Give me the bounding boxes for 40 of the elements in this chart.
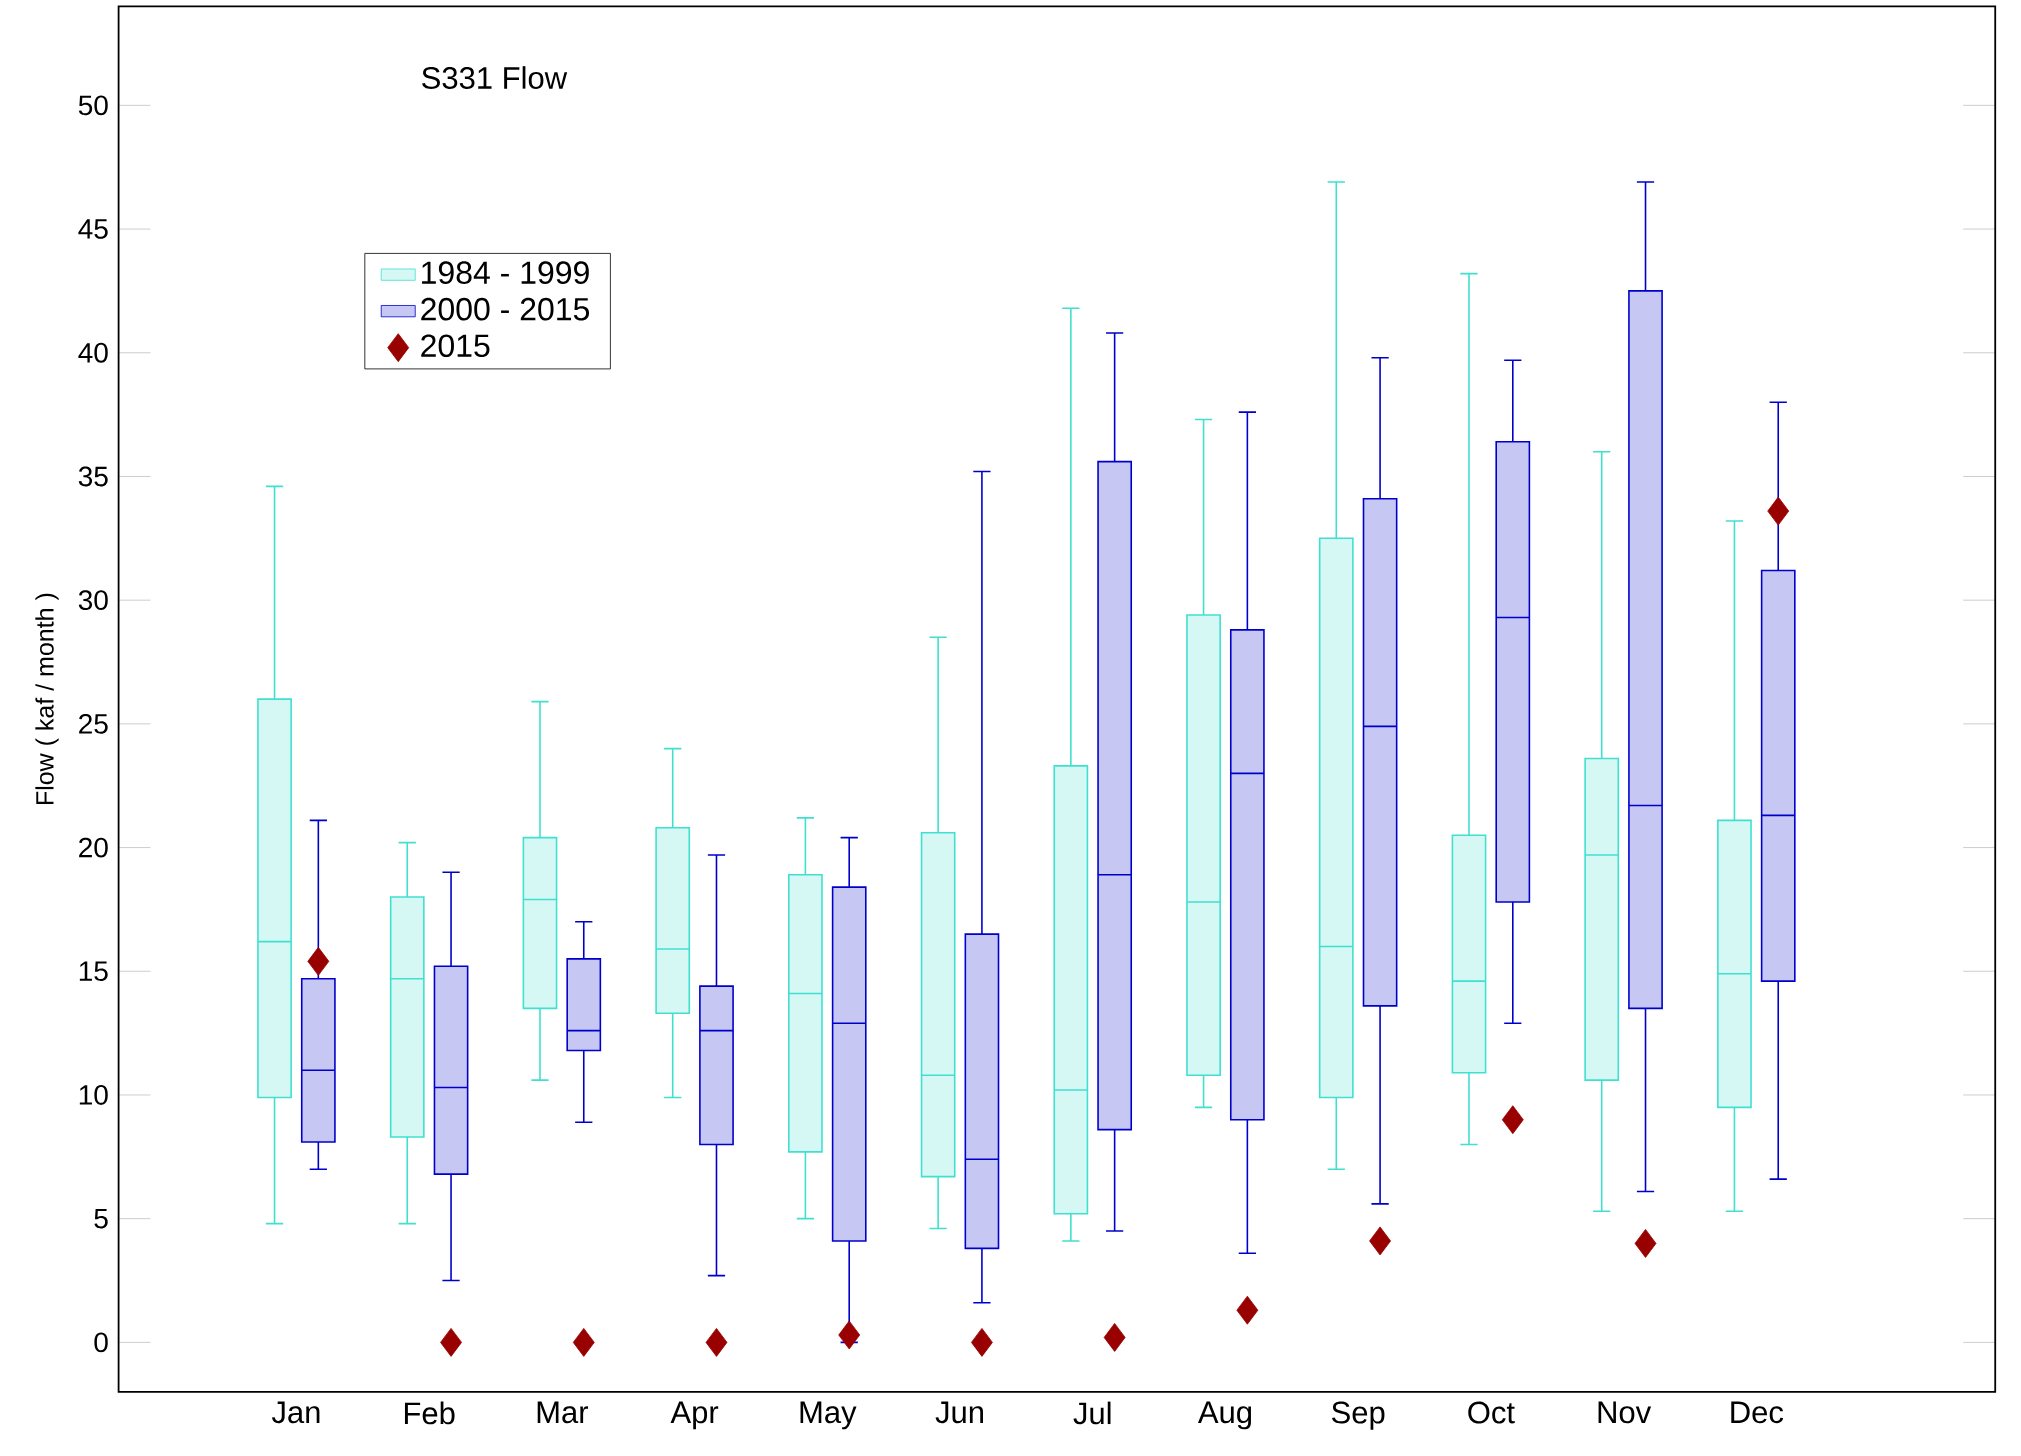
y-tick-label: 35 — [78, 466, 108, 487]
point — [1501, 1105, 1524, 1134]
point — [572, 1327, 595, 1357]
x-tick-label: Oct — [1468, 1401, 1515, 1424]
y-tick-label: 15 — [79, 961, 108, 981]
x-tick-label: Jul — [1073, 1401, 1111, 1425]
legend-label: 2000 - 2015 — [421, 297, 590, 321]
y-tick-label: 40 — [78, 342, 108, 363]
point — [1369, 1226, 1391, 1256]
x-tick-label: Jun — [935, 1401, 983, 1424]
legend-label: 1984 - 1999 — [422, 261, 589, 284]
y-tick-label: 45 — [78, 219, 108, 239]
legend-label: 2015 — [421, 334, 490, 357]
y-tick-label: 5 — [94, 1208, 108, 1229]
point — [1236, 1295, 1259, 1325]
text: S331 Flow — [422, 66, 568, 89]
point — [971, 1327, 993, 1357]
x-tick-label: Nov — [1598, 1401, 1652, 1424]
point — [1634, 1228, 1657, 1258]
x-tick-label: Dec — [1731, 1401, 1784, 1424]
x-tick-label: Aug — [1197, 1401, 1252, 1430]
point — [307, 946, 330, 976]
y-tick-label: 10 — [79, 1084, 108, 1105]
y-tick-label: 50 — [78, 95, 108, 116]
x-tick-label: Apr — [670, 1401, 719, 1430]
x-tick-label: May — [800, 1401, 857, 1430]
point — [838, 1320, 861, 1350]
y-tick-label: 30 — [78, 590, 108, 610]
x-tick-label: Sep — [1332, 1401, 1385, 1430]
y-tick-label: 0 — [94, 1332, 108, 1353]
y-tick-label: 20 — [79, 837, 108, 858]
y-axis-title: Flow ( kaf / month ) — [35, 593, 59, 804]
point — [705, 1327, 728, 1357]
point — [440, 1327, 462, 1357]
x-tick-label: Feb — [404, 1401, 455, 1425]
y-tick-label: 25 — [79, 713, 108, 734]
point — [1767, 496, 1790, 526]
x-tick-label: Jan — [271, 1401, 320, 1424]
point — [1103, 1322, 1126, 1352]
x-tick-label: Mar — [537, 1401, 589, 1424]
